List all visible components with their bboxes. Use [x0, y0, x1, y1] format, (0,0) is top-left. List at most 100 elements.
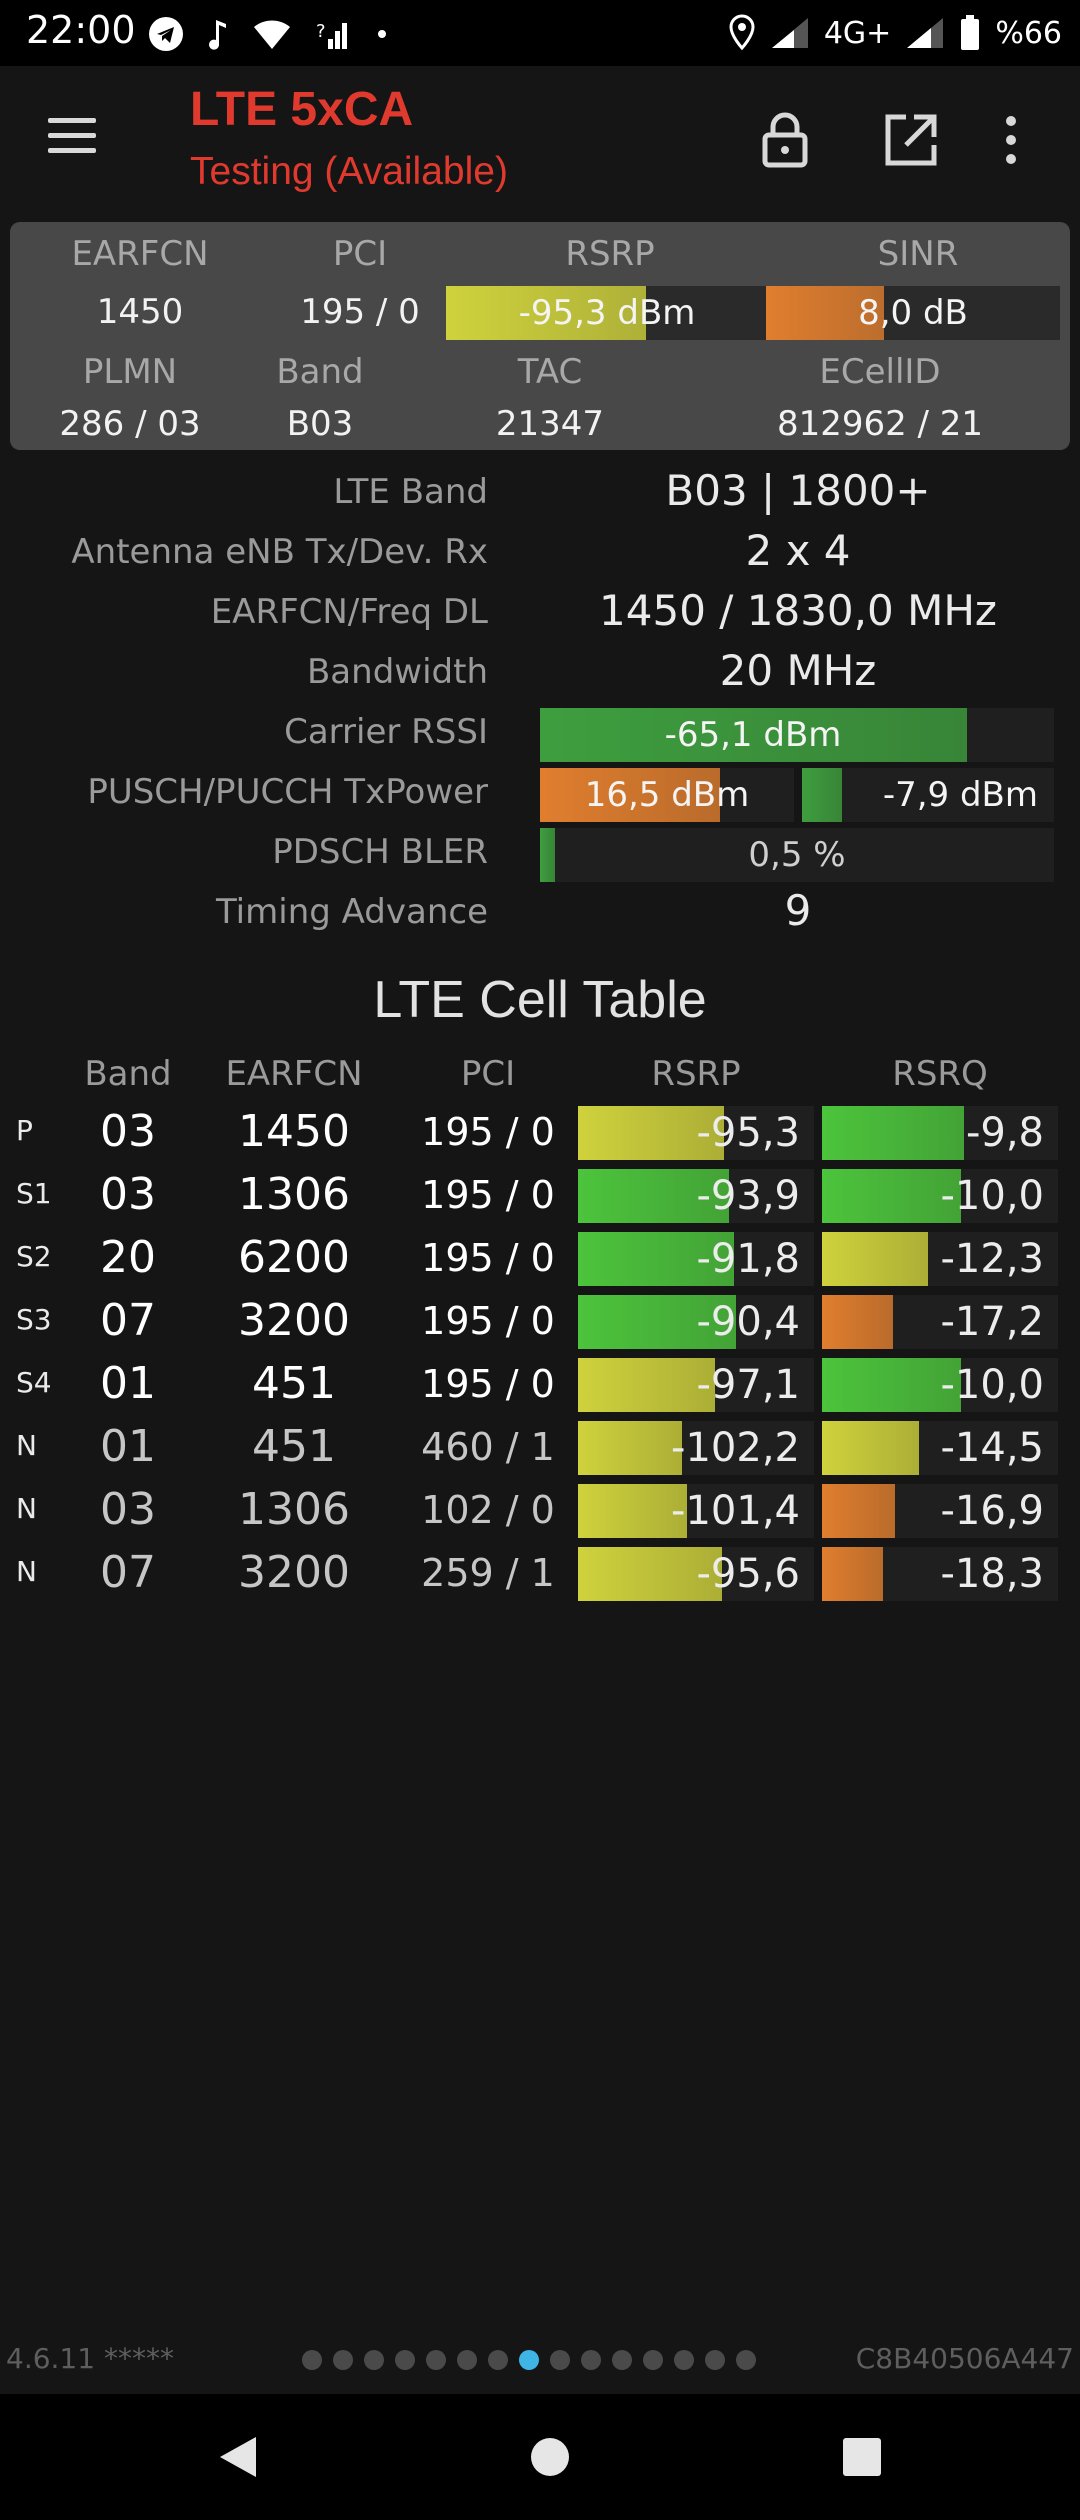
- page-dot[interactable]: [550, 2350, 570, 2370]
- cell-rsrq-value: -18,3: [940, 1551, 1045, 1597]
- cell-rsrq-value: -16,9: [940, 1488, 1045, 1534]
- cell-rsrq-bar: -9,8: [822, 1106, 1058, 1160]
- page-indicator: [302, 2350, 756, 2370]
- sinr-label: SINR: [877, 234, 959, 274]
- device-id: C8B40506A447: [855, 2342, 1074, 2375]
- more-vert-icon: [1006, 116, 1016, 164]
- cell-earfcn: 3200: [238, 1547, 350, 1598]
- earfcn-value: 1450: [96, 292, 184, 332]
- page-dot[interactable]: [643, 2350, 663, 2370]
- cell-rsrp-fill: [578, 1169, 730, 1223]
- status-time: 22:00: [26, 8, 136, 52]
- nav-home-button[interactable]: [510, 2424, 590, 2490]
- cell-rsrq-bar: -12,3: [822, 1232, 1058, 1286]
- cell-rsrq-value: -10,0: [940, 1362, 1045, 1408]
- cell-rsrq-fill: [822, 1421, 919, 1475]
- app-version: 4.6.11 *****: [6, 2342, 174, 2375]
- pucch-bar-fill: [802, 768, 843, 822]
- cell-rsrq-value: -10,0: [940, 1173, 1045, 1219]
- page-dot[interactable]: [333, 2350, 353, 2370]
- cell-pci: 259 / 1: [421, 1551, 555, 1595]
- lte-band-value: B03 | 1800+: [665, 466, 931, 515]
- cell-rsrq-fill: [822, 1484, 896, 1538]
- page-dot[interactable]: [736, 2350, 756, 2370]
- pci-value: 195 / 0: [300, 292, 420, 332]
- nav-recents-button[interactable]: [822, 2424, 902, 2490]
- rssi-bar: -65,1 dBm: [540, 708, 1054, 762]
- page-dot[interactable]: [705, 2350, 725, 2370]
- cell-rsrp-bar: -93,9: [578, 1169, 814, 1223]
- cell-rsrq-value: -17,2: [940, 1299, 1045, 1345]
- telegram-icon: [148, 16, 184, 52]
- cell-rsrp-value: -90,4: [696, 1299, 801, 1345]
- cell-pci: 195 / 0: [421, 1110, 555, 1154]
- status-right: 4G+ %66: [728, 8, 1062, 58]
- ta-label: Timing Advance: [215, 892, 488, 932]
- cell-pci: 195 / 0: [421, 1236, 555, 1280]
- header-pci: PCI: [460, 1054, 516, 1094]
- table-row: S3 07 3200 195 / 0 -90,4 -17,2: [0, 1291, 1080, 1351]
- lte-band-row: LTE Band B03 | 1800+: [0, 466, 1080, 526]
- cell-earfcn: 6200: [238, 1232, 350, 1283]
- app-subtitle: Testing (Available): [190, 150, 508, 193]
- page-dot[interactable]: [488, 2350, 508, 2370]
- bler-bar: 0,5 %: [540, 828, 1054, 882]
- table-row: N 01 451 460 / 1 -102,2 -14,5: [0, 1417, 1080, 1477]
- page-dot[interactable]: [519, 2350, 539, 2370]
- ta-value: 9: [784, 886, 812, 935]
- nav-back-button[interactable]: [198, 2424, 278, 2490]
- page-dot[interactable]: [674, 2350, 694, 2370]
- cell-pci: 195 / 0: [421, 1362, 555, 1406]
- cell-rsrp-bar: -90,4: [578, 1295, 814, 1349]
- sinr-value: 8,0 dB: [858, 293, 968, 333]
- page-dot[interactable]: [395, 2350, 415, 2370]
- cell-rsrq-fill: [822, 1106, 964, 1160]
- network-type: 4G+: [823, 15, 892, 51]
- rssi-row: Carrier RSSI -65,1 dBm: [0, 706, 1080, 766]
- cell-earfcn: 3200: [238, 1295, 350, 1346]
- bandwidth-label: Bandwidth: [306, 652, 488, 692]
- page-dot[interactable]: [457, 2350, 477, 2370]
- cell-rsrp-value: -97,1: [696, 1362, 801, 1408]
- dot-icon: [376, 28, 388, 40]
- cell-rsrq-value: -9,8: [965, 1110, 1044, 1156]
- cell-rsrq-value: -14,5: [940, 1425, 1045, 1471]
- page-dot[interactable]: [612, 2350, 632, 2370]
- overflow-menu-button[interactable]: [986, 102, 1036, 178]
- bler-bar-fill: [540, 828, 556, 882]
- cell-type: S3: [16, 1303, 52, 1336]
- cell-rsrp-bar: -97,1: [578, 1358, 814, 1412]
- antenna-label: Antenna eNB Tx/Dev. Rx: [71, 532, 488, 572]
- page-dot[interactable]: [426, 2350, 446, 2370]
- txpower-label: PUSCH/PUCCH TxPower: [87, 772, 488, 812]
- page-dot[interactable]: [581, 2350, 601, 2370]
- hamburger-menu-icon[interactable]: [44, 112, 100, 162]
- cell-pci: 195 / 0: [421, 1299, 555, 1343]
- status-bar: 22:00 ? 4G+ %66: [0, 0, 1080, 66]
- recents-icon: [843, 2438, 881, 2476]
- tac-value: 21347: [495, 404, 605, 444]
- serving-cell-summary: EARFCN PCI RSRP SINR 1450 195 / 0 -95,3 …: [10, 222, 1070, 450]
- cell-earfcn: 451: [252, 1358, 336, 1409]
- cell-earfcn: 1306: [238, 1484, 350, 1535]
- page-dot[interactable]: [364, 2350, 384, 2370]
- cell-rsrq-value: -12,3: [940, 1236, 1045, 1282]
- cell-rsrp-fill: [578, 1484, 687, 1538]
- cell-type: S4: [16, 1366, 52, 1399]
- cell-type: S2: [16, 1240, 52, 1273]
- open-external-button[interactable]: [876, 102, 946, 178]
- rsrp-value: -95,3 dBm: [518, 293, 696, 333]
- table-row: N 07 3200 259 / 1 -95,6 -18,3: [0, 1543, 1080, 1603]
- page-dot[interactable]: [302, 2350, 322, 2370]
- pci-label: PCI: [332, 234, 388, 274]
- cell-rsrp-fill: [578, 1106, 725, 1160]
- earfcn-freq-value: 1450 / 1830,0 MHz: [599, 586, 997, 635]
- cell-rsrp-value: -93,9: [696, 1173, 801, 1219]
- cell-band: 07: [100, 1295, 156, 1346]
- table-row: S1 03 1306 195 / 0 -93,9 -10,0: [0, 1165, 1080, 1225]
- app-toolbar: LTE 5xCA Testing (Available): [0, 66, 1080, 214]
- lock-button[interactable]: [750, 102, 820, 178]
- earfcn-freq-row: EARFCN/Freq DL 1450 / 1830,0 MHz: [0, 586, 1080, 646]
- battery-percent: %66: [995, 15, 1062, 51]
- cell-rsrq-bar: -18,3: [822, 1547, 1058, 1601]
